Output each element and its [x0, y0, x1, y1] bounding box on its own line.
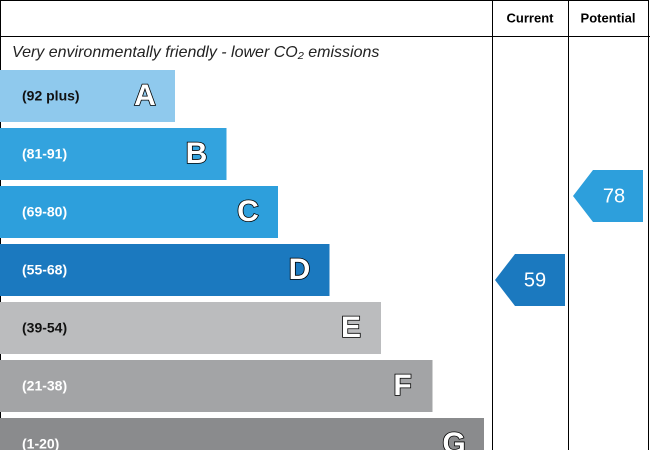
current-value: 59: [524, 269, 546, 291]
current-header: Current: [507, 10, 555, 25]
potential-header: Potential: [581, 10, 636, 25]
band-letter: E: [341, 311, 361, 344]
band-range: (1-20): [22, 436, 59, 450]
band-range: (81-91): [22, 146, 67, 162]
current-arrow: [495, 254, 565, 306]
band-bar: [0, 244, 330, 296]
band-bar: [0, 418, 484, 450]
band-letter: G: [442, 427, 465, 450]
band-letter: A: [134, 79, 156, 112]
band-letter: D: [289, 253, 311, 286]
potential-value: 78: [603, 185, 625, 207]
band-bar: [0, 70, 175, 122]
band-range: (55-68): [22, 262, 67, 278]
band-bar: [0, 128, 227, 180]
band-range: (69-80): [22, 204, 67, 220]
band-bar: [0, 360, 433, 412]
band-bar: [0, 186, 278, 238]
band-bar: [0, 302, 381, 354]
band-letter: F: [393, 369, 411, 402]
band-range: (21-38): [22, 378, 67, 394]
potential-arrow: [573, 170, 643, 222]
band-range: (39-54): [22, 320, 67, 336]
band-letter: C: [237, 195, 259, 228]
band-range: (92 plus): [22, 88, 80, 104]
band-letter: B: [186, 137, 208, 170]
subtitle: Very environmentally friendly - lower CO…: [12, 44, 379, 61]
